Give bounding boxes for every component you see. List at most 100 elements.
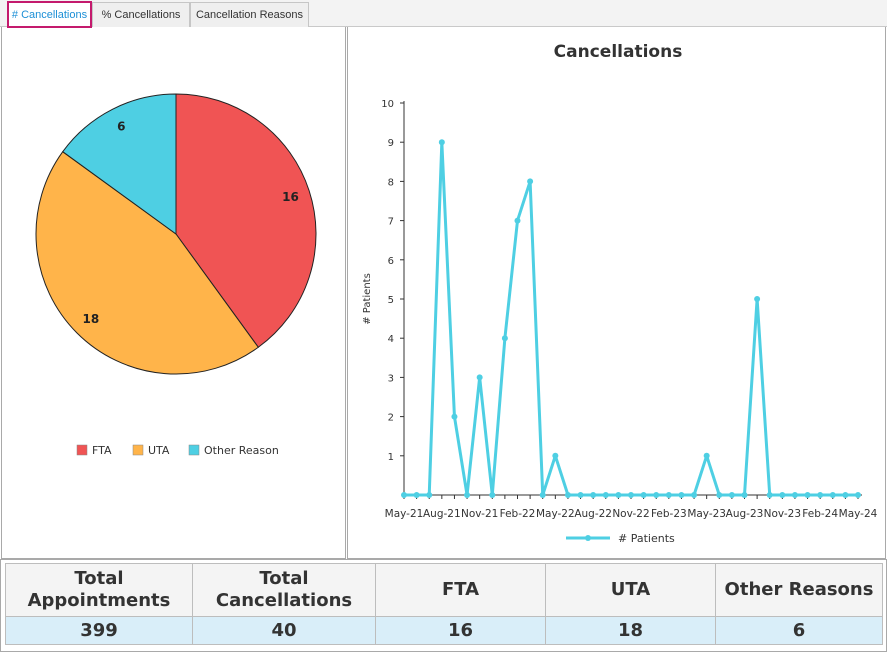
data-point [842,492,849,498]
y-axis-label: # Patients [362,273,373,325]
data-point [829,492,836,498]
pie-chart: 16 18 6 FTA UTA Other Reason [35,93,317,457]
data-point [665,492,672,498]
data-point [451,413,458,420]
line-chart-panel: Cancellations 1 2 3 4 5 6 7 8 9 10 # Patients May-21… [347,27,886,559]
data-point [615,492,622,498]
pie-data-label: 18 [83,312,100,326]
series-line [404,140,858,497]
tab-percent-cancellations[interactable]: % Cancellations [92,2,190,27]
y-tick-label: 5 [388,295,394,306]
data-point [653,492,660,498]
header-fta: FTA [375,563,546,617]
pie-slice-fta [175,93,317,348]
x-tick-label: Nov-23 [764,508,801,520]
pie-data-label: 16 [282,190,299,204]
x-tick-label: May-21 [385,508,424,520]
data-point [804,492,811,498]
data-point [501,335,508,342]
x-tick-label: May-23 [687,508,726,520]
header-total-appointments: Total Appointments [5,563,193,617]
tab-label: Cancellation Reasons [195,9,303,21]
y-tick-label: 7 [388,217,394,228]
data-point [426,492,433,498]
data-point [514,217,521,224]
y-tick-label: 6 [388,256,394,267]
data-point [791,492,798,498]
value-uta: 18 [545,615,716,646]
pie-slice-other-reason [62,93,177,235]
data-point [766,492,773,498]
data-point [577,492,584,498]
y-tick-label: 2 [388,413,394,424]
header-uta: UTA [545,563,716,617]
y-tick-label: 9 [388,138,394,149]
header-other-reasons: Other Reasons [715,563,883,617]
legend-swatch [188,444,200,456]
legend-label: FTA [92,444,112,457]
value-total-appointments: 399 [5,615,193,646]
summary-header-row: Total Appointments Total Cancellations FTA… [5,563,883,617]
data-point [716,492,723,498]
summary-value-row: 399 40 16 18 6 [5,615,883,646]
pie-slice-uta [35,151,259,375]
data-point [754,296,761,302]
x-tick-label: Aug-23 [726,508,764,520]
data-point [539,492,546,498]
data-point [640,492,647,498]
header-total-cancellations: Total Cancellations [192,563,376,617]
data-point [476,374,483,381]
summary-panel: Total Appointments Total Cancellations FTA… [0,559,887,652]
legend-marker [585,535,591,541]
data-point [817,492,824,498]
data-point [855,492,861,498]
tab-cancellation-reasons[interactable]: Cancellation Reasons [190,2,309,27]
legend-label: Other Reason [204,444,279,457]
data-point [552,452,559,459]
x-tick-label: Nov-22 [612,508,649,520]
data-point [691,492,698,498]
data-point [602,492,609,498]
tab-number-cancellations[interactable]: # Cancellations [7,1,92,28]
summary-table: Total Appointments Total Cancellations FTA… [5,563,883,646]
x-tick-label: May-24 [839,508,878,520]
value-fta: 16 [375,615,546,646]
pie-data-label: 6 [117,120,125,134]
y-tick-label: 8 [388,177,394,188]
y-tick-label: 10 [381,99,394,110]
data-point [590,492,597,498]
y-tick-label: 1 [388,452,394,463]
line-chart: Cancellations 1 2 3 4 5 6 7 8 9 10 # Patients May-21… [362,42,878,545]
x-tick-label: Nov-21 [461,508,498,520]
tab-label: % Cancellations [101,9,181,21]
chart-title: Cancellations [554,42,683,62]
x-tick-label: Aug-22 [574,508,612,520]
pie-chart-panel: 16 18 6 FTA UTA Other Reason [1,27,346,559]
data-point [527,178,534,185]
legend-label: # Patients [618,532,675,545]
legend-swatch [76,444,88,456]
x-tick-label: Aug-21 [423,508,461,520]
y-tick-label: 3 [388,373,394,384]
data-point [741,492,748,498]
data-point [464,492,471,498]
data-point [628,492,634,498]
x-tick-label: Feb-23 [651,508,687,520]
x-tick-label: May-22 [536,508,575,520]
data-point [438,139,445,146]
tab-label: # Cancellations [11,8,88,21]
value-other-reasons: 6 [715,615,883,646]
y-tick-label: 4 [388,334,394,345]
data-point [489,492,496,498]
legend-swatch [132,444,144,456]
legend-label: UTA [148,444,170,457]
data-point [728,492,735,498]
data-point [779,492,786,498]
data-point [703,452,710,459]
data-point [413,492,420,498]
tab-bar: # Cancellations % Cancellations Cancella… [0,0,887,28]
x-tick-label: Feb-22 [500,508,536,520]
data-point [564,492,571,498]
value-total-cancellations: 40 [192,615,376,646]
x-tick-label: Feb-24 [802,508,838,520]
